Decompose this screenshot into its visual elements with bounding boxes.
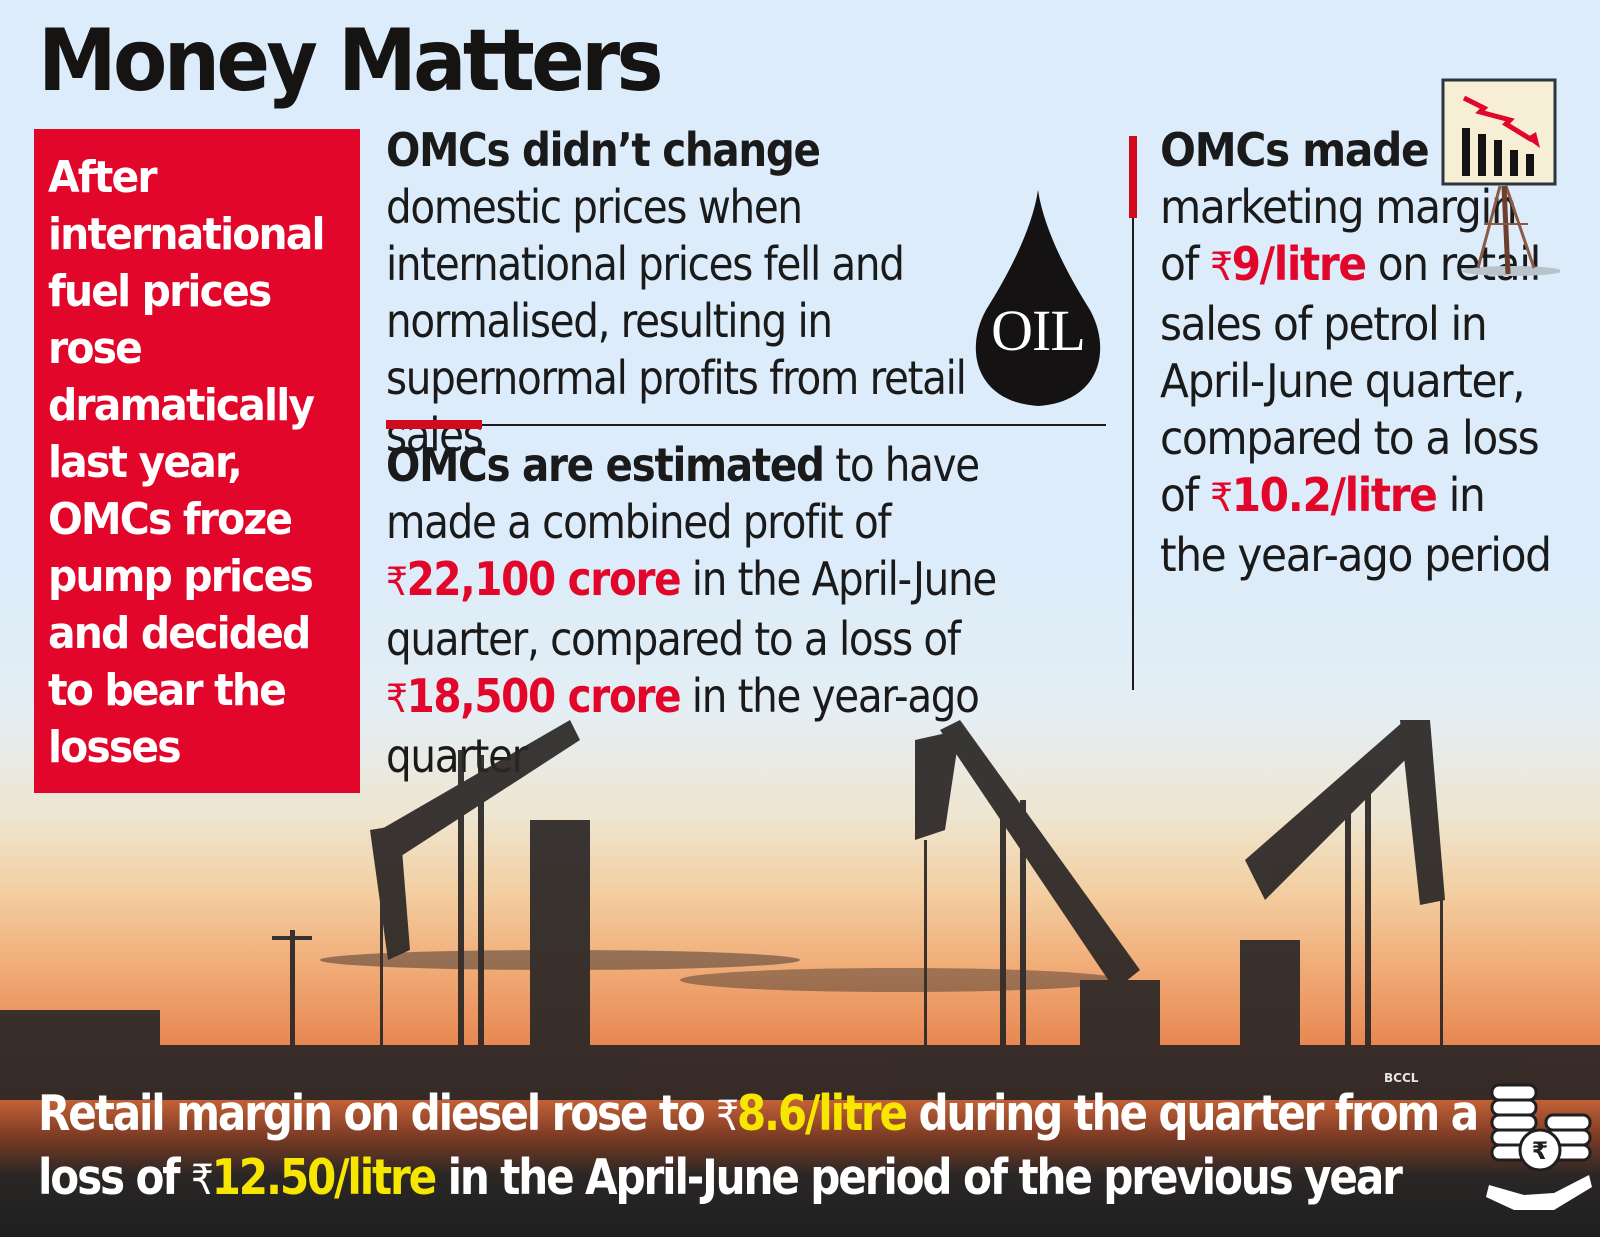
paragraph-body: marketing margin of	[1160, 180, 1518, 291]
section-divider	[386, 424, 1106, 426]
diesel-margin-amount: 8.6/litre	[736, 1085, 908, 1142]
rupee-symbol: ₹	[190, 1155, 214, 1204]
petrol-margin-amount: 9/litre	[1231, 237, 1367, 291]
diesel-loss-value: ₹12.50/litre	[190, 1149, 438, 1206]
diesel-margin-statement: Retail margin on diesel rose to ₹8.6/lit…	[38, 1083, 1479, 1211]
callout-line: last year,	[48, 437, 243, 488]
petrol-margin-value: ₹9/litre	[1210, 237, 1367, 291]
oil-pumpjacks-sunset-image	[0, 720, 1600, 1100]
statement-text: loss of	[38, 1149, 191, 1206]
petrol-margin-paragraph: OMCs made a marketing margin of ₹9/litre…	[1160, 122, 1556, 584]
column-divider	[1132, 140, 1134, 690]
statement-line-1: Retail margin on diesel rose to ₹8.6/lit…	[38, 1083, 1479, 1147]
statement-line-2: loss of ₹12.50/litre in the April-June p…	[38, 1147, 1403, 1211]
callout-line: international	[48, 209, 326, 260]
callout-line: and decided	[48, 608, 311, 659]
paragraph-body: in the year-ago period	[1160, 468, 1552, 582]
loss-amount: 18,500 crore	[406, 669, 682, 723]
rupee-symbol: ₹	[716, 1091, 739, 1140]
combined-profit-paragraph: OMCs are estimated to have made a combin…	[386, 437, 1037, 785]
rupee-symbol: ₹	[386, 560, 408, 605]
diesel-margin-value: ₹8.6/litre	[716, 1085, 908, 1142]
paragraph-body: domestic prices when international price…	[386, 180, 967, 462]
paragraph-body: in the April-June quarter, compared to a…	[386, 552, 997, 666]
declining-chart-easel-icon	[1441, 78, 1560, 276]
oil-drop-icon	[975, 190, 1101, 406]
rupee-coins-hand-icon: ₹	[1486, 1083, 1592, 1210]
callout-line: pump prices	[48, 551, 314, 602]
callout-line: rose	[48, 323, 143, 374]
statement-text: in the April-June period of the previous…	[435, 1149, 1403, 1206]
diesel-loss-amount: 12.50/litre	[211, 1149, 438, 1206]
callout-line: losses	[48, 722, 182, 773]
statement-text: Retail margin on diesel rose to	[38, 1085, 717, 1142]
petrol-loss-value: ₹10.2/litre	[1210, 468, 1438, 522]
paragraph-lead: OMCs are estimated	[386, 438, 825, 492]
callout-line: dramatically	[48, 380, 315, 431]
oil-label: OIL	[991, 298, 1086, 363]
loss-value: ₹18,500 crore	[386, 669, 682, 723]
divider-red-accent	[386, 420, 482, 429]
statement-text: during the quarter from a	[905, 1085, 1479, 1142]
red-callout-text: After international fuel prices rose dra…	[48, 149, 355, 776]
callout-line: OMCs froze	[48, 494, 293, 545]
callout-line: After	[48, 152, 158, 203]
rupee-symbol: ₹	[1210, 245, 1233, 290]
callout-line: to bear the	[48, 665, 287, 716]
profit-value: ₹22,100 crore	[386, 552, 682, 606]
profit-amount: 22,100 crore	[406, 552, 682, 606]
page-title: Money Matters	[38, 11, 664, 111]
column-divider-red-accent	[1129, 136, 1137, 218]
image-credit: BCCL	[1384, 1071, 1419, 1085]
paragraph-lead: OMCs made a	[1160, 123, 1470, 177]
paragraph-body: on retail sales of petrol in April-June …	[1160, 237, 1541, 522]
domestic-prices-paragraph: OMCs didn’t change domestic prices when …	[386, 122, 967, 464]
svg-text:₹: ₹	[1532, 1137, 1549, 1165]
paragraph-lead: OMCs didn’t change	[386, 123, 821, 177]
callout-line: fuel prices	[48, 266, 272, 317]
rupee-symbol: ₹	[1210, 476, 1233, 521]
paragraph-body: to have made a combined profit of	[386, 438, 980, 549]
red-callout-box: After international fuel prices rose dra…	[34, 129, 360, 793]
petrol-loss-amount: 10.2/litre	[1231, 468, 1438, 522]
rupee-symbol: ₹	[386, 677, 408, 722]
